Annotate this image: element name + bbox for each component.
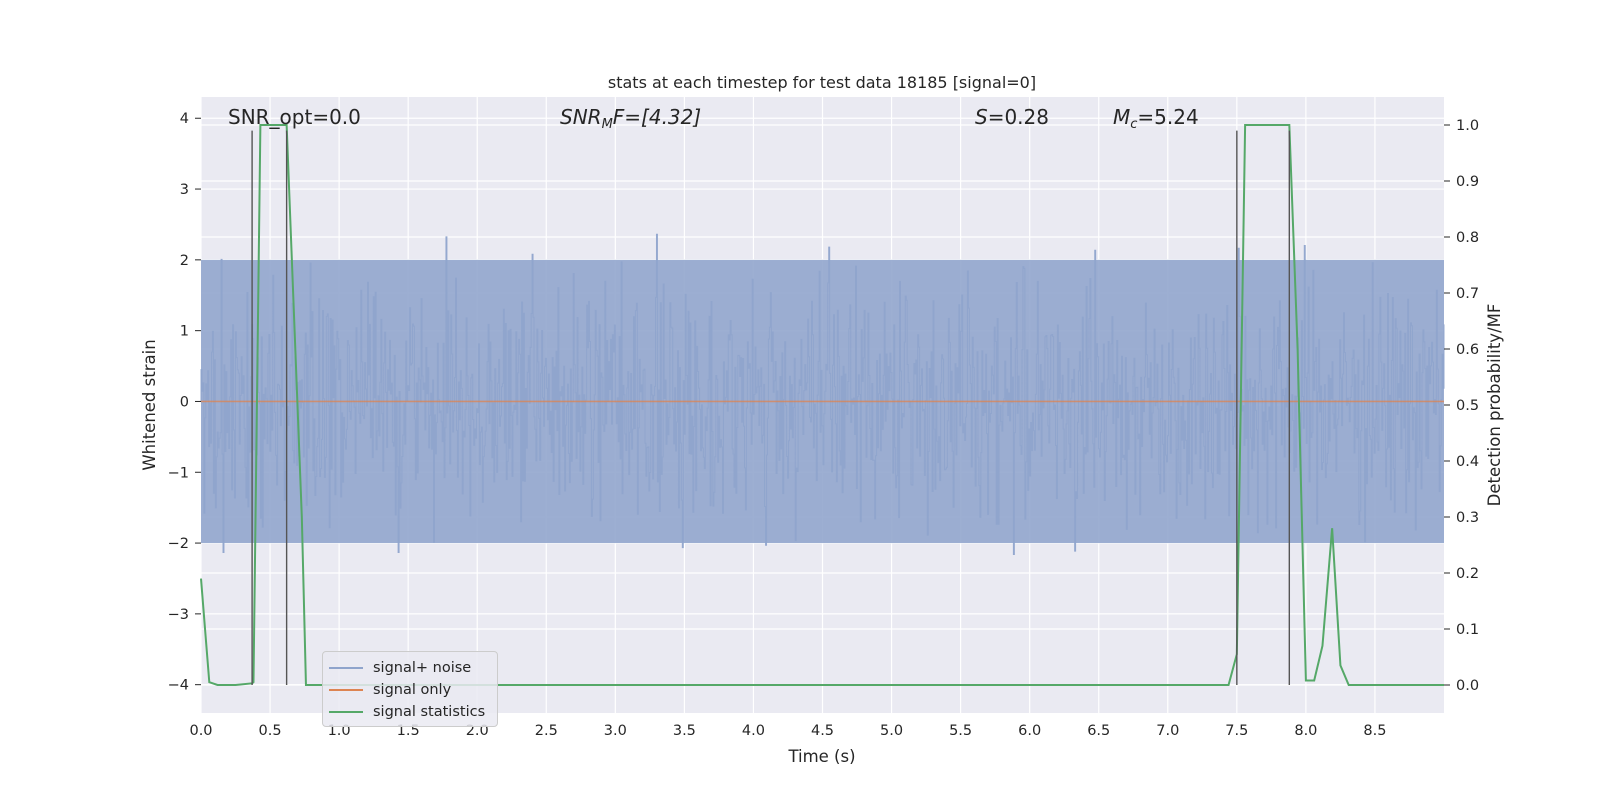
legend-item-signal-statistics: signal statistics <box>329 702 485 722</box>
annotation-snr-mf-rest: F=[4.32] <box>613 105 701 129</box>
vertical-markers <box>251 130 1291 685</box>
y2-tick-label: 0.0 <box>1456 678 1479 694</box>
y2-tick-label: 1.0 <box>1456 118 1479 134</box>
x-tick-label: 2.0 <box>466 723 489 739</box>
y-tick-label: −4 <box>168 678 189 694</box>
y-tick-label: −1 <box>168 465 189 481</box>
legend-swatch-signal-statistics <box>329 711 363 713</box>
x-tick-label: 0.5 <box>259 723 282 739</box>
annotation-mc-rest: =5.24 <box>1137 105 1198 129</box>
x-tick-label: 5.5 <box>949 723 972 739</box>
x-tick-label: 0.0 <box>189 723 212 739</box>
annotation-mc: Mc=5.24 <box>1113 105 1199 132</box>
y2-tick-label: 0.4 <box>1456 454 1479 470</box>
x-tick-label: 5.0 <box>880 723 903 739</box>
x-tick-label: 8.0 <box>1294 723 1317 739</box>
y-tick-label: −3 <box>168 607 189 623</box>
y2-tick-label: 0.9 <box>1456 174 1479 190</box>
legend-swatch-signal-only <box>329 689 363 691</box>
y-tick-label: −2 <box>168 536 189 552</box>
x-tick-label: 4.5 <box>811 723 834 739</box>
x-tick-label: 3.0 <box>604 723 627 739</box>
annotation-s-rest: =0.28 <box>988 105 1049 129</box>
legend-item-signal-only: signal only <box>329 680 451 700</box>
x-tick-label: 3.5 <box>673 723 696 739</box>
y-tick-label: 1 <box>180 324 189 340</box>
legend-item-signal-noise: signal+ noise <box>329 658 471 678</box>
x-tick-label: 4.0 <box>742 723 765 739</box>
noise-series <box>200 233 1445 555</box>
y-tick-label: 4 <box>180 111 189 127</box>
x-tick-label: 7.5 <box>1225 723 1248 739</box>
x-tick-label: 1.0 <box>328 723 351 739</box>
annotation-mc-var: M <box>1113 105 1130 129</box>
annotation-snr-opt: SNR_opt=0.0 <box>228 105 361 129</box>
y-tick-label: 2 <box>180 253 189 269</box>
annotation-snr-mf: SNRMF=[4.32] <box>560 105 701 132</box>
y2-tick-label: 0.2 <box>1456 566 1479 582</box>
y-tick-label: 0 <box>180 394 189 410</box>
annotation-s: S=0.28 <box>975 105 1049 129</box>
legend-label-signal-only: signal only <box>373 682 452 698</box>
y2-tick-label: 0.1 <box>1456 622 1479 638</box>
x-axis-label: Time (s) <box>787 747 855 766</box>
y-axis-label: Whitened strain <box>140 339 159 470</box>
y2-tick-label: 0.3 <box>1456 510 1479 526</box>
annotation-snr-mf-var: SNR <box>560 105 602 129</box>
legend-label-signal-noise: signal+ noise <box>373 660 472 676</box>
annotation-s-var: S <box>975 105 988 129</box>
signal-statistics-line <box>200 124 1444 686</box>
legend-swatch-signal-noise <box>329 667 363 669</box>
x-tick-label: 6.0 <box>1018 723 1041 739</box>
x-tick-label: 6.5 <box>1087 723 1110 739</box>
y2-tick-label: 0.8 <box>1456 230 1479 246</box>
y2-tick-label: 0.5 <box>1456 398 1479 414</box>
x-tick-label: 1.5 <box>397 723 420 739</box>
y2-tick-label: 0.6 <box>1456 342 1479 358</box>
y2-tick-label: 0.7 <box>1456 286 1479 302</box>
y-tick-label: 3 <box>180 182 189 198</box>
legend-label-signal-statistics: signal statistics <box>373 704 486 720</box>
tick-labels: 0.0 0.5 1.0 1.5 2.0 2.5 3.0 3.5 4.0 4.5 5.0 5.5 6.0 6… <box>168 111 1479 739</box>
annotation-mc-sub: c <box>1130 117 1137 132</box>
x-tick-label: 2.5 <box>535 723 558 739</box>
y2-axis-label: Detection probability/MF <box>1485 304 1504 507</box>
annotation-snr-mf-sub: M <box>602 117 613 132</box>
x-tick-label: 7.0 <box>1156 723 1179 739</box>
chart-title: stats at each timestep for test data 181… <box>608 73 1036 92</box>
legend: signal+ noise signal only signal statist… <box>322 651 498 727</box>
x-tick-label: 8.5 <box>1363 723 1386 739</box>
